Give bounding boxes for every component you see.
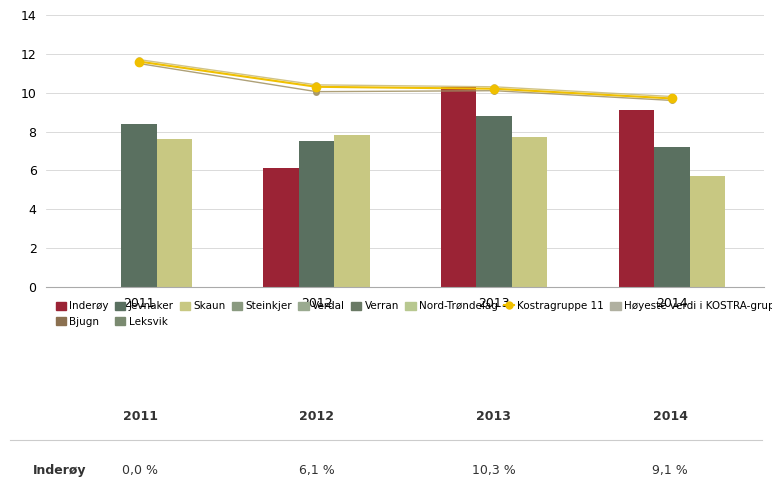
- Text: 10,3 %: 10,3 %: [472, 464, 516, 477]
- Legend: Inderøy, Bjugn, Jevnaker, Leksvik, Skaun, Steinkjer, Verdal, Verran, Nord-Trønde: Inderøy, Bjugn, Jevnaker, Leksvik, Skaun…: [52, 297, 772, 331]
- Text: 2014: 2014: [652, 410, 688, 423]
- Text: Inderøy: Inderøy: [33, 464, 86, 477]
- Bar: [121, 124, 157, 287]
- Text: 2011: 2011: [123, 410, 157, 423]
- Text: 6,1 %: 6,1 %: [299, 464, 335, 477]
- Bar: [334, 136, 370, 287]
- Bar: [157, 139, 192, 287]
- Bar: [476, 116, 512, 287]
- Bar: [299, 141, 334, 287]
- Bar: [512, 137, 547, 287]
- Bar: [689, 176, 725, 287]
- Bar: [618, 110, 654, 287]
- Text: 0,0 %: 0,0 %: [122, 464, 158, 477]
- Bar: [654, 147, 689, 287]
- Bar: [263, 168, 299, 287]
- Text: 2012: 2012: [300, 410, 334, 423]
- Text: 9,1 %: 9,1 %: [652, 464, 688, 477]
- Bar: [441, 87, 476, 287]
- Text: 2013: 2013: [476, 410, 511, 423]
